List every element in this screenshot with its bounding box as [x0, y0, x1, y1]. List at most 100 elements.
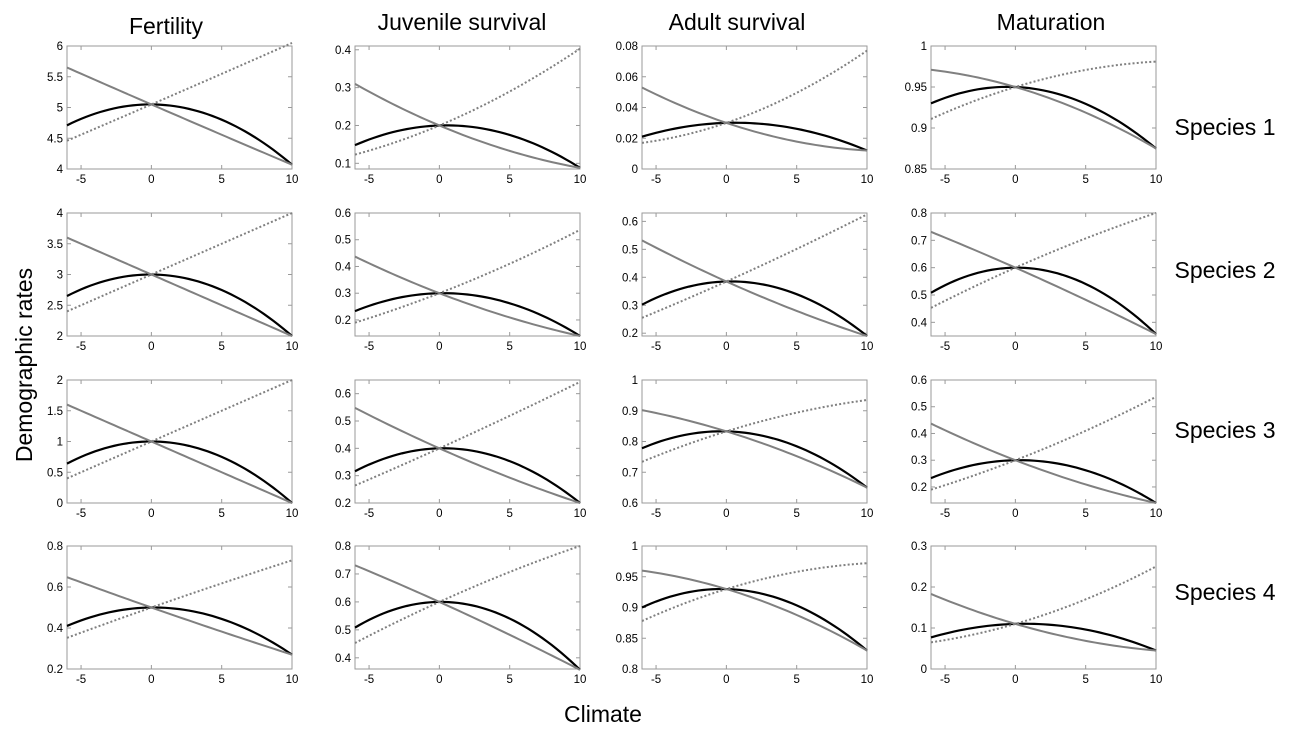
panel-species-3-adult-survival: -5 0 5 10 0.6 0.7 0.8 0.9 1	[622, 375, 873, 520]
y-tick-label: 0.7	[622, 467, 638, 479]
x-tick-label: -5	[651, 174, 661, 186]
y-axis-label: Demographic rates	[11, 268, 37, 462]
column-title-adult-survival: Adult survival	[669, 9, 806, 35]
x-tick-label: 5	[793, 674, 799, 686]
series-line-quadratic	[66, 273, 293, 337]
x-tick-label: 10	[861, 341, 874, 353]
y-tick-label: 4	[57, 164, 64, 176]
y-tick-label: 0.2	[335, 498, 351, 510]
x-tick-label: 0	[723, 341, 729, 353]
row-label-species-3: Species 3	[1174, 417, 1275, 443]
panel-frame	[641, 212, 868, 337]
y-tick-label: 2	[57, 331, 63, 343]
x-tick-label: 5	[218, 674, 224, 686]
x-tick-label: 10	[286, 674, 299, 686]
column-title-juvenile-survival: Juvenile survival	[378, 9, 547, 35]
series-line-decreasing	[354, 564, 581, 671]
x-tick-label: 5	[793, 341, 799, 353]
panel-species-1-juvenile-survival: -5 0 5 10 0.1 0.2 0.3 0.4	[335, 45, 586, 186]
x-tick-label: -5	[364, 341, 374, 353]
y-tick-label: 4.5	[47, 133, 63, 145]
series-line-increasing	[930, 565, 1157, 644]
y-tick-label: 0.2	[335, 315, 351, 327]
panel-species-4-maturation: -5 0 5 10 0 0.1 0.2 0.3	[911, 541, 1162, 686]
x-tick-label: 10	[1150, 174, 1163, 186]
y-tick-label: 0.5	[335, 625, 351, 637]
y-tick-label: 0.8	[622, 664, 638, 676]
y-tick-label: 0.4	[335, 45, 352, 57]
x-tick-label: -5	[940, 341, 950, 353]
row-label-species-4: Species 4	[1174, 579, 1275, 605]
x-tick-label: 5	[506, 674, 512, 686]
series-line-quadratic	[930, 85, 1157, 150]
panel-species-4-juvenile-survival: -5 0 5 10 0.4 0.5 0.6 0.7 0.8	[335, 541, 586, 686]
series-line-quadratic	[641, 587, 868, 652]
y-tick-label: 5.5	[47, 72, 63, 84]
y-tick-label: 1	[632, 375, 638, 387]
series-line-decreasing	[354, 406, 581, 504]
series-line-increasing	[66, 212, 293, 313]
series-line-decreasing	[641, 239, 868, 337]
x-tick-label: 5	[1082, 174, 1088, 186]
x-tick-label: 10	[1150, 341, 1163, 353]
y-tick-label: 0.1	[911, 623, 927, 635]
series-line-increasing	[354, 228, 581, 324]
panel-frame	[354, 45, 581, 170]
panel-frame	[354, 545, 581, 670]
x-tick-label: -5	[940, 508, 950, 520]
series-line-decreasing	[930, 68, 1157, 150]
y-tick-label: 0.8	[911, 208, 927, 220]
row-labels: Species 1 Species 2 Species 3 Species 4	[1174, 114, 1275, 605]
x-tick-label: -5	[364, 174, 374, 186]
series-line-quadratic	[66, 440, 293, 504]
y-tick-label: 0.4	[335, 261, 352, 273]
panel-frame	[66, 212, 293, 337]
y-tick-label: 1.5	[47, 406, 63, 418]
panel-frame	[641, 545, 868, 670]
series-line-quadratic	[930, 266, 1157, 335]
series-line-increasing	[930, 395, 1157, 491]
x-tick-label: 10	[574, 174, 587, 186]
y-tick-label: 0.2	[622, 328, 638, 340]
y-tick-label: 0.85	[905, 164, 927, 176]
series-line-quadratic	[354, 124, 581, 169]
y-tick-label: 1	[57, 437, 63, 449]
x-tick-label: 10	[286, 341, 299, 353]
row-label-species-1: Species 1	[1174, 114, 1275, 140]
column-titles: Fertility Juvenile survival Adult surviv…	[129, 9, 1105, 39]
x-tick-label: 5	[1082, 508, 1088, 520]
column-title-maturation: Maturation	[997, 9, 1106, 35]
panel-species-1-adult-survival: -5 0 5 10 0 0.02 0.04 0.06 0.08	[616, 41, 874, 186]
series-line-increasing	[641, 398, 868, 463]
y-tick-label: 0.5	[911, 290, 927, 302]
series-line-increasing	[66, 559, 293, 639]
panel-species-3-fertility: -5 0 5 10 0 0.5 1 1.5 2	[47, 375, 298, 520]
series-line-quadratic	[354, 600, 581, 671]
y-tick-label: 0.3	[911, 455, 927, 467]
x-tick-label: -5	[76, 508, 86, 520]
series-line-decreasing	[641, 569, 868, 652]
x-tick-label: 10	[574, 341, 587, 353]
x-tick-label: -5	[364, 674, 374, 686]
y-tick-label: 0.04	[616, 103, 639, 115]
series-line-increasing	[930, 60, 1157, 120]
y-tick-label: 0.5	[335, 235, 351, 247]
y-tick-label: 0.3	[335, 83, 351, 95]
y-tick-label: 0	[921, 664, 927, 676]
y-tick-label: 0.6	[911, 375, 927, 387]
x-tick-label: 5	[218, 508, 224, 520]
y-tick-label: 0.8	[622, 437, 638, 449]
x-tick-label: 10	[286, 508, 299, 520]
panel-species-1-maturation: -5 0 5 10 0.85 0.9 0.95 1	[905, 41, 1163, 186]
y-tick-label: 0.6	[622, 498, 638, 510]
x-tick-label: 10	[1150, 674, 1163, 686]
y-tick-label: 0.4	[335, 653, 352, 665]
series-line-quadratic	[641, 121, 868, 152]
y-tick-label: 0.4	[335, 443, 352, 455]
y-tick-label: 0.95	[905, 82, 927, 94]
y-tick-label: 2.5	[47, 300, 63, 312]
y-tick-label: 6	[57, 41, 63, 53]
y-tick-label: 0.5	[47, 467, 63, 479]
series-line-quadratic	[930, 459, 1157, 504]
